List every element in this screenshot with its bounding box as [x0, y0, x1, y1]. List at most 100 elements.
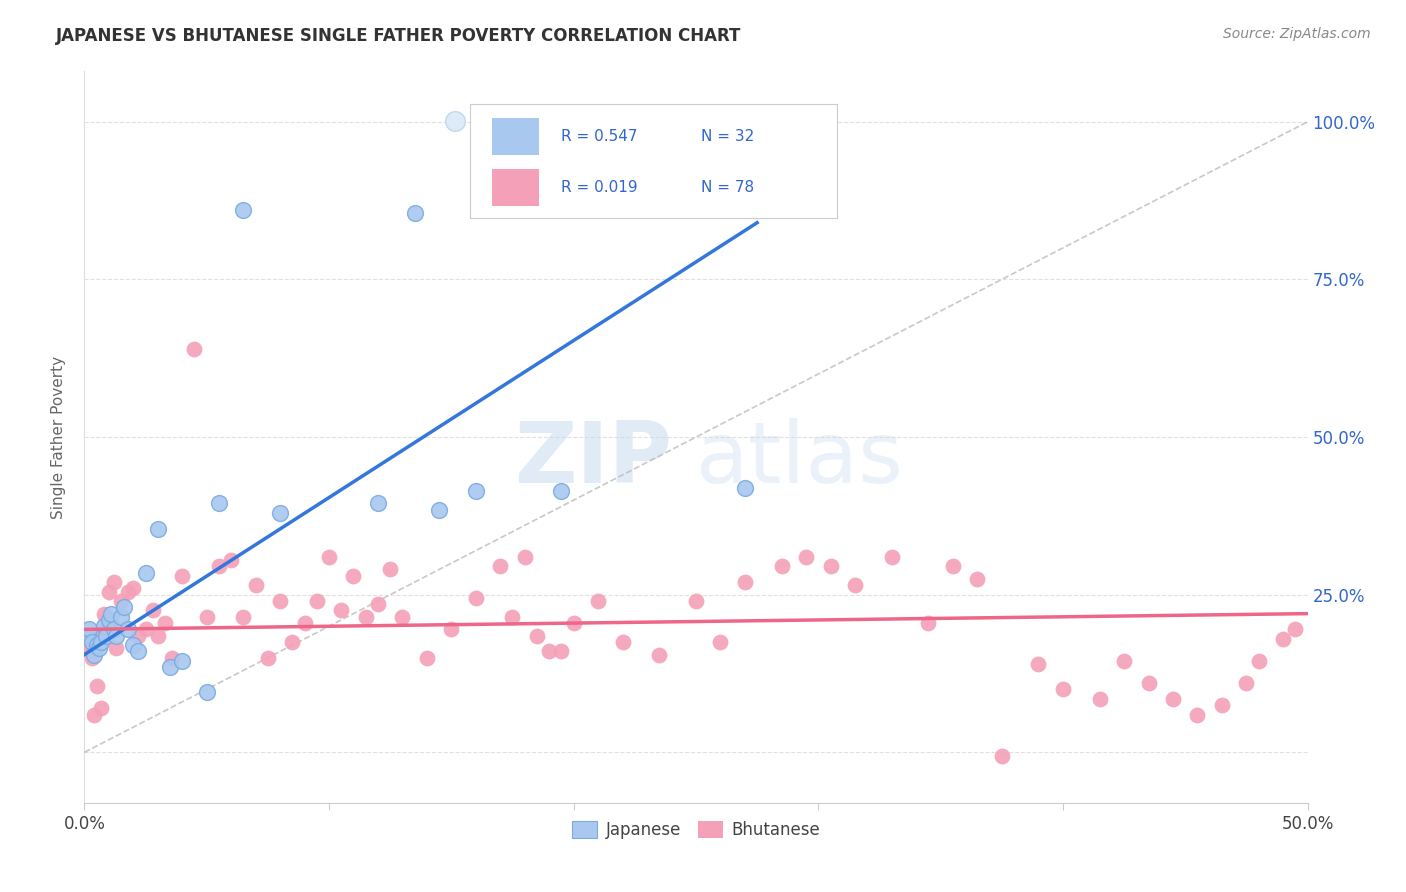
Point — [117, 623, 139, 637]
Point — [294, 616, 316, 631]
Point — [77, 641, 100, 656]
Point — [105, 641, 128, 656]
Point — [380, 562, 402, 576]
Point — [159, 660, 181, 674]
Point — [1052, 682, 1074, 697]
Point — [110, 609, 132, 624]
Point — [770, 559, 793, 574]
Point — [1284, 623, 1306, 637]
Point — [195, 685, 218, 699]
Point — [354, 609, 377, 624]
Point — [526, 629, 548, 643]
Point — [90, 701, 112, 715]
Point — [96, 623, 118, 637]
Point — [97, 584, 120, 599]
Point — [146, 629, 169, 643]
Point — [440, 623, 463, 637]
Point — [105, 629, 128, 643]
Point — [550, 644, 572, 658]
Point — [83, 707, 105, 722]
Point — [90, 635, 112, 649]
Point — [1211, 698, 1233, 712]
Point — [1161, 691, 1184, 706]
Point — [117, 584, 139, 599]
Point — [183, 342, 205, 356]
Point — [103, 575, 125, 590]
Point — [1247, 654, 1270, 668]
Point — [1187, 707, 1209, 722]
Point — [942, 559, 965, 574]
Point — [153, 616, 176, 631]
Point — [991, 748, 1014, 763]
Point — [427, 502, 450, 516]
Point — [1137, 676, 1160, 690]
Point — [281, 635, 304, 649]
Point — [269, 506, 291, 520]
Point — [172, 569, 194, 583]
Point — [367, 496, 389, 510]
Point — [219, 553, 242, 567]
Point — [586, 594, 609, 608]
Point — [269, 594, 291, 608]
Point — [208, 559, 231, 574]
Point — [1272, 632, 1295, 646]
Point — [1028, 657, 1050, 671]
Point — [416, 650, 439, 665]
Point — [135, 566, 157, 580]
Point — [562, 616, 585, 631]
Text: Source: ZipAtlas.com: Source: ZipAtlas.com — [1223, 27, 1371, 41]
Point — [917, 616, 939, 631]
Point — [76, 635, 98, 649]
Point — [404, 206, 426, 220]
Point — [142, 603, 165, 617]
Point — [80, 650, 103, 665]
Legend: Japanese, Bhutanese: Japanese, Bhutanese — [565, 814, 827, 846]
Point — [208, 496, 231, 510]
Point — [330, 603, 353, 617]
Point — [1236, 676, 1258, 690]
Point — [93, 607, 115, 621]
Point — [880, 549, 903, 564]
Point — [342, 569, 364, 583]
Point — [1088, 691, 1111, 706]
Point — [93, 619, 115, 633]
Point — [709, 635, 731, 649]
Text: JAPANESE VS BHUTANESE SINGLE FATHER POVERTY CORRELATION CHART: JAPANESE VS BHUTANESE SINGLE FATHER POVE… — [56, 27, 741, 45]
Point — [391, 609, 413, 624]
Point — [80, 635, 103, 649]
Point — [77, 623, 100, 637]
Point — [550, 483, 572, 498]
Point — [464, 591, 486, 605]
Point — [734, 481, 756, 495]
Point — [135, 623, 157, 637]
Point — [232, 203, 254, 218]
Point — [489, 559, 512, 574]
Point — [103, 623, 125, 637]
Point — [87, 641, 110, 656]
Point — [513, 549, 536, 564]
Point — [502, 609, 524, 624]
Point — [76, 629, 98, 643]
Point — [162, 650, 184, 665]
Point — [195, 609, 218, 624]
Point — [122, 638, 145, 652]
Point — [305, 594, 328, 608]
Point — [844, 578, 866, 592]
Point — [820, 559, 842, 574]
Point — [127, 644, 149, 658]
Point — [83, 648, 105, 662]
Point — [245, 578, 267, 592]
Point — [257, 650, 280, 665]
Point — [612, 635, 634, 649]
Point — [464, 483, 486, 498]
Point — [100, 607, 122, 621]
Point — [1114, 654, 1136, 668]
Point — [172, 654, 194, 668]
Point — [734, 575, 756, 590]
Point — [86, 679, 108, 693]
Point — [966, 572, 988, 586]
Point — [794, 549, 817, 564]
Point — [685, 594, 707, 608]
Point — [110, 594, 132, 608]
Point — [96, 629, 118, 643]
